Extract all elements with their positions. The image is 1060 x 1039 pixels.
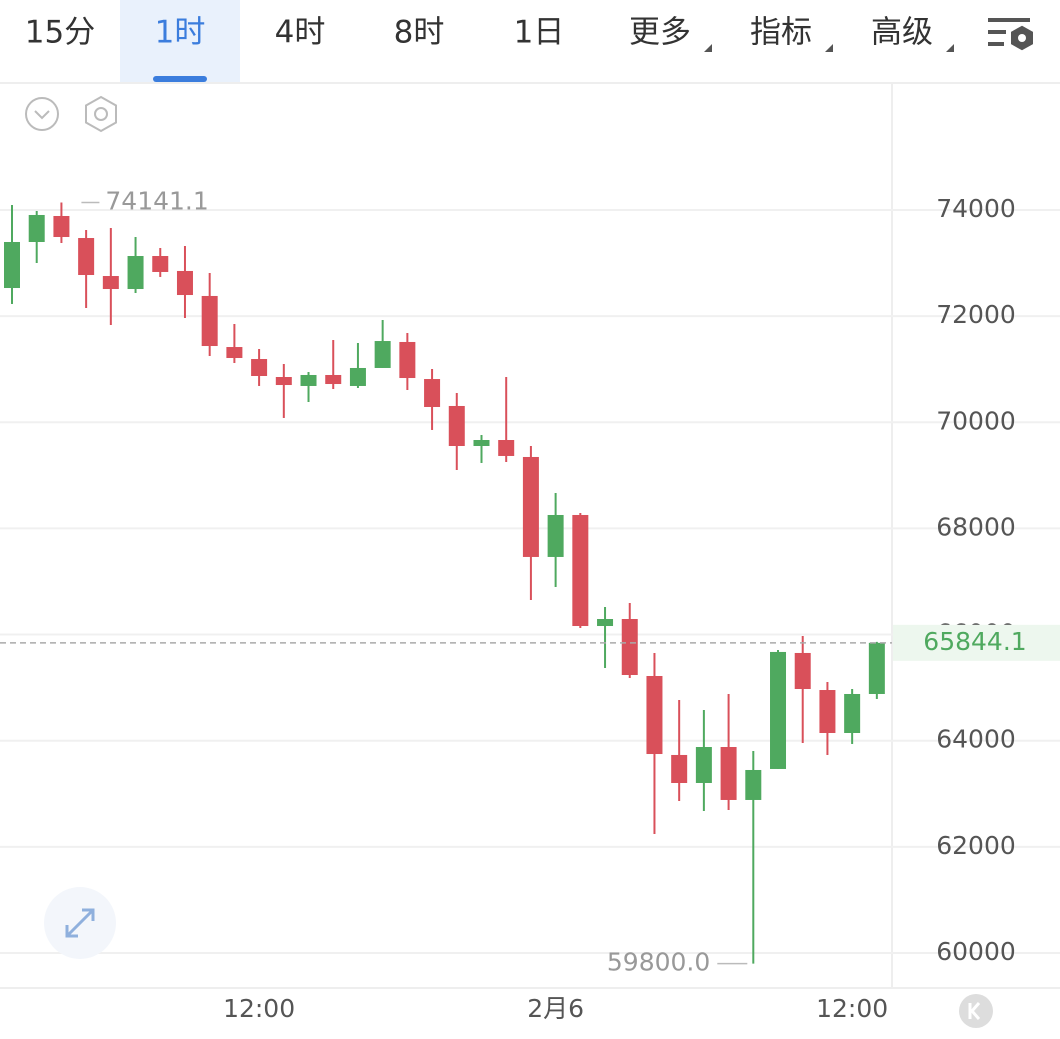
y-tick-label: 72000 [936,300,1016,329]
candle-body [770,651,787,769]
candle-body [349,367,366,386]
tab[interactable]: 4时 [275,15,326,51]
candle-body [226,347,243,359]
candle-body [720,747,737,800]
y-tick-label: 60000 [936,937,1016,966]
plot: 6000062000640006600068000700007200074000… [0,187,1060,1023]
collapse-icon[interactable] [25,97,59,131]
candle-body [53,215,70,238]
candle-body [498,440,515,456]
settings-icon[interactable] [988,18,1033,51]
candle-body [152,256,169,272]
candle-body [572,514,589,627]
annotation-label: 74141.1 [105,187,208,216]
candle-body [300,374,317,386]
tab[interactable]: 高级 [871,15,933,51]
candle-body [473,440,490,446]
setting-hex-icon[interactable] [85,95,117,133]
y-tick-label: 62000 [936,831,1016,860]
y-tick-label: 64000 [936,725,1016,754]
candle-body [78,238,95,276]
x-tick-label: 12:00 [223,994,295,1023]
candle-body [448,405,465,446]
last-price-tag [893,624,1060,661]
candle-body [28,214,45,242]
active-tab-bg [120,0,240,82]
y-tick-label: 74000 [936,194,1016,223]
annotation-label: 59800.0 [607,948,710,977]
dropdown-arrow [704,44,712,52]
reset-icon[interactable] [959,994,993,1028]
candle-body [819,690,836,733]
candle-body [522,456,539,557]
toolbar: 15分 1时 4时 8时 1日 更多 指标 高级 [25,0,954,82]
candle-body [127,256,144,290]
x-tick-label: 12:00 [816,994,888,1023]
active-tab-underline [153,76,207,82]
candle-body [176,270,193,296]
candle-body [597,619,614,627]
dropdown-arrow [825,44,833,52]
tab[interactable]: 15分 [25,15,95,51]
candle-body [201,295,218,347]
x-tick-label: 2月6 [527,994,584,1023]
tab[interactable]: 1时 [155,15,206,51]
candle-body [794,652,811,690]
y-tick-label: 68000 [936,512,1016,541]
last-price-label: 65844.1 [923,627,1026,656]
candle-body [275,377,292,386]
candle-body [102,276,119,290]
dropdown-arrow [946,44,954,52]
tab[interactable]: 更多 [629,15,691,51]
candle-body [374,341,391,368]
candle-body [621,619,638,675]
candle-body [695,747,712,783]
tab[interactable]: 8时 [394,15,445,51]
candle-body [745,769,762,800]
candle-body [424,379,441,407]
candle-body [671,754,688,783]
candle-body [844,693,861,733]
tab[interactable]: 指标 [750,15,812,51]
candle-body [868,642,885,694]
tab[interactable]: 1日 [514,15,565,51]
candle-body [547,514,564,557]
y-tick-label: 70000 [936,406,1016,435]
candle-body [325,374,342,385]
candle-body [399,341,416,379]
expand-icon[interactable] [44,887,116,959]
candle-body [4,241,20,289]
candle-body [251,359,268,376]
candle-body [646,676,663,755]
